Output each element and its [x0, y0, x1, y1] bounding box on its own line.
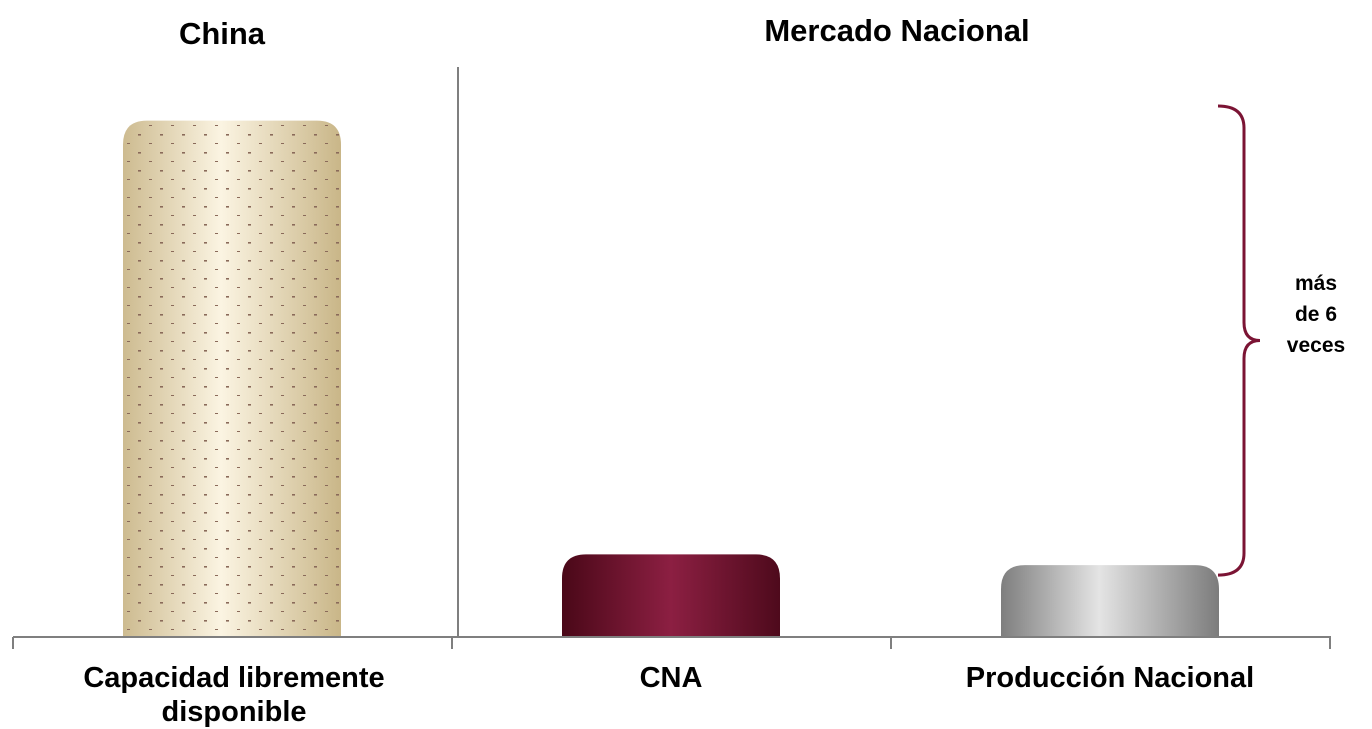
bar-capacidad-libremente-disponible: [123, 120, 341, 637]
x-label-capacidad-libremente-disponible: Capacidad libremente disponible: [83, 662, 384, 728]
bar-cna: [562, 554, 780, 637]
group-title-china: China: [179, 16, 266, 51]
x-label-produccion-nacional: Producción Nacional: [966, 662, 1254, 694]
bar-produccion-nacional: [1001, 565, 1219, 637]
group-title-mercado-nacional: Mercado Nacional: [764, 13, 1029, 48]
x-label-cna: CNA: [640, 662, 703, 694]
annotation-mas-de-6-veces: más de 6 veces: [1287, 272, 1345, 357]
comparison-brace: [1217, 104, 1261, 577]
